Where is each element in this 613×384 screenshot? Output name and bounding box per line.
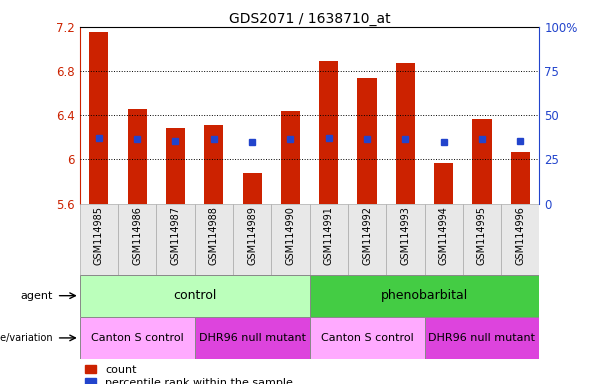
Bar (424, 204, 463, 275)
Text: GSM114989: GSM114989 (247, 206, 257, 265)
Bar (310, 204, 348, 275)
Bar (463, 204, 501, 275)
Bar (319, 61, 338, 204)
Text: phenobarbital: phenobarbital (381, 289, 468, 302)
Text: GSM114988: GSM114988 (209, 206, 219, 265)
Text: control: control (173, 289, 216, 302)
Bar (501, 204, 539, 275)
Bar (195, 204, 233, 275)
Text: GSM114992: GSM114992 (362, 206, 372, 265)
Bar (281, 111, 300, 204)
Bar (424, 317, 539, 359)
Bar (204, 125, 223, 204)
Text: GSM114993: GSM114993 (400, 206, 410, 265)
Bar (80, 317, 195, 359)
Bar (128, 109, 147, 204)
Bar (80, 204, 118, 275)
Bar (434, 163, 453, 204)
Bar (271, 204, 310, 275)
Bar (511, 152, 530, 204)
Text: Canton S control: Canton S control (321, 333, 413, 343)
Text: GSM114986: GSM114986 (132, 206, 142, 265)
Text: GSM114994: GSM114994 (439, 206, 449, 265)
Bar (233, 204, 271, 275)
Bar (166, 128, 185, 204)
Legend: count, percentile rank within the sample: count, percentile rank within the sample (85, 364, 293, 384)
Text: DHR96 null mutant: DHR96 null mutant (428, 333, 536, 343)
Bar (243, 173, 262, 204)
Bar (89, 32, 109, 204)
Bar (80, 275, 310, 317)
Bar (310, 317, 424, 359)
Text: GSM114985: GSM114985 (94, 206, 104, 265)
Bar (357, 78, 376, 204)
Text: DHR96 null mutant: DHR96 null mutant (199, 333, 306, 343)
Text: GSM114995: GSM114995 (477, 206, 487, 265)
Text: GSM114990: GSM114990 (286, 206, 295, 265)
Bar (386, 204, 424, 275)
Text: GSM114996: GSM114996 (516, 206, 525, 265)
Bar (310, 275, 539, 317)
Bar (396, 63, 415, 204)
Text: Canton S control: Canton S control (91, 333, 183, 343)
Title: GDS2071 / 1638710_at: GDS2071 / 1638710_at (229, 12, 390, 26)
Bar (195, 317, 310, 359)
Text: GSM114991: GSM114991 (324, 206, 333, 265)
Bar (473, 119, 492, 204)
Bar (156, 204, 195, 275)
Bar (118, 204, 156, 275)
Text: agent: agent (20, 291, 53, 301)
Text: GSM114987: GSM114987 (170, 206, 180, 265)
Bar (348, 204, 386, 275)
Text: genotype/variation: genotype/variation (0, 333, 53, 343)
